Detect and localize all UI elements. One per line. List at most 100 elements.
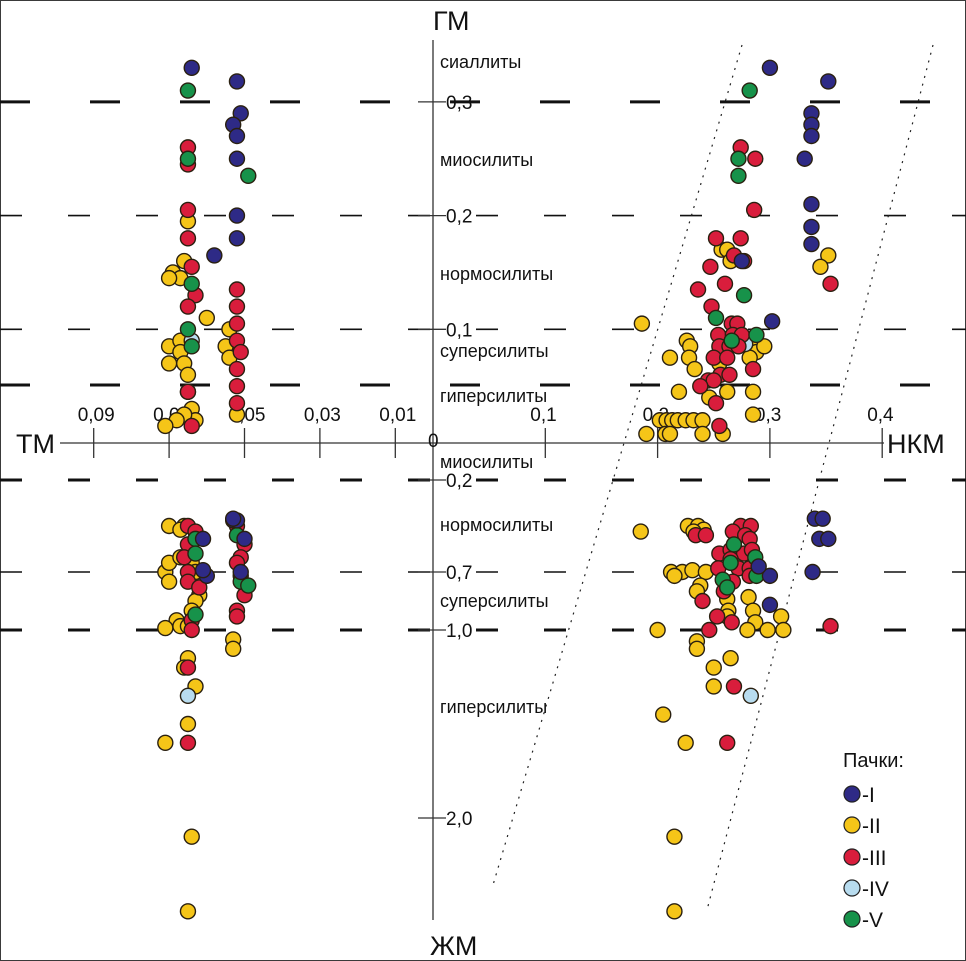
data-point-series-v xyxy=(725,536,743,553)
data-point-series-iii xyxy=(228,395,246,412)
legend-marker-i xyxy=(843,785,861,803)
legend-label-i: -I xyxy=(862,784,875,807)
data-point-series-iii xyxy=(732,230,749,247)
data-point-series-iii xyxy=(228,377,246,395)
data-point-series-v xyxy=(179,82,197,99)
data-point-series-i xyxy=(224,510,242,527)
data-point-series-ii xyxy=(632,523,649,540)
data-point-series-iii xyxy=(702,258,719,275)
zone-labels: сиаллиты миосилиты нормосилиты суперсилиты г… xyxy=(440,52,553,717)
data-point-series-ii xyxy=(705,678,722,695)
data-point-series-i xyxy=(228,73,246,90)
data-point-series-i xyxy=(228,207,246,224)
data-point-series-iii xyxy=(692,377,709,395)
data-point-series-ii xyxy=(198,309,216,327)
data-point-series-ii xyxy=(179,903,197,920)
data-point-series-ii xyxy=(666,903,683,920)
data-point-series-ii xyxy=(670,383,688,401)
y-tick-label-top: 0,1 xyxy=(446,320,472,341)
data-point-series-iii xyxy=(179,659,197,676)
data-point-series-iii xyxy=(747,150,764,167)
data-point-series-iii xyxy=(719,349,736,366)
data-point-series-iii xyxy=(191,579,208,596)
legend-marker-ii xyxy=(843,816,861,834)
data-point-series-ii xyxy=(666,567,683,585)
data-point-series-ii xyxy=(677,734,694,751)
data-point-series-i xyxy=(814,510,831,527)
data-points xyxy=(157,59,839,920)
data-point-series-ii xyxy=(756,338,773,355)
data-point-series-iv xyxy=(742,687,760,704)
data-point-series-ii xyxy=(661,349,679,366)
data-point-series-iii xyxy=(723,614,740,631)
legend-marker-iv xyxy=(843,879,861,897)
data-point-series-i xyxy=(803,127,820,145)
legend-label-iv: -IV xyxy=(862,878,889,901)
data-point-series-i xyxy=(228,127,246,145)
data-point-series-v xyxy=(240,577,257,594)
data-point-series-v xyxy=(183,338,200,355)
legend-marker-v xyxy=(843,910,861,928)
data-point-series-i xyxy=(804,563,821,581)
data-point-series-ii xyxy=(666,828,683,845)
data-point-series-i xyxy=(761,596,779,614)
data-point-series-iii xyxy=(707,395,725,412)
data-point-series-iii xyxy=(822,275,839,293)
data-point-series-iii xyxy=(725,678,743,695)
data-point-series-iii xyxy=(721,366,738,383)
data-point-series-ii xyxy=(739,621,756,639)
data-point-series-v xyxy=(723,332,740,349)
data-point-series-ii xyxy=(722,650,739,667)
data-point-series-ii xyxy=(224,640,242,657)
legend-label-ii: -II xyxy=(862,815,881,838)
y-tick-label-bottom: 0,7 xyxy=(446,563,472,584)
data-point-series-ii xyxy=(633,315,651,332)
data-point-series-v xyxy=(741,82,758,99)
data-point-series-i xyxy=(750,558,767,575)
data-point-series-v xyxy=(179,150,197,167)
data-point-series-ii xyxy=(157,417,174,435)
data-point-series-v xyxy=(719,579,736,596)
data-point-series-i xyxy=(236,530,253,548)
data-point-series-i xyxy=(763,313,781,330)
data-point-series-ii xyxy=(661,425,679,443)
data-point-series-i xyxy=(228,230,246,247)
data-point-series-v xyxy=(735,286,753,304)
x-tick-label-right: 0,4 xyxy=(867,405,894,426)
data-point-series-ii xyxy=(744,406,762,423)
zone-label-top: нормосилиты xyxy=(440,264,553,284)
data-point-series-iii xyxy=(744,360,762,378)
data-point-series-ii xyxy=(719,383,736,401)
y-tick-label-bottom: 0,2 xyxy=(446,471,472,492)
zone-boundaries xyxy=(0,100,966,632)
zone-label-bottom: гиперсилиты xyxy=(440,697,547,717)
data-point-series-ii xyxy=(686,360,703,378)
data-point-series-iii xyxy=(694,592,711,610)
data-point-series-iii xyxy=(183,258,200,275)
data-point-series-ii xyxy=(160,355,178,372)
data-point-series-iii xyxy=(232,343,249,361)
data-point-series-ii xyxy=(160,269,178,287)
zone-label-top: миосилиты xyxy=(440,150,533,170)
data-point-series-v xyxy=(730,150,747,167)
data-point-series-i xyxy=(761,567,779,585)
data-point-series-ii xyxy=(179,366,197,383)
data-point-series-v xyxy=(748,326,765,344)
data-point-series-i xyxy=(796,150,813,167)
data-point-series-v xyxy=(183,275,200,293)
zone-label-top: суперсилиты xyxy=(440,341,549,361)
data-point-series-iii xyxy=(183,417,200,435)
data-point-series-i xyxy=(194,530,212,548)
x-tick-label-left: 0,03 xyxy=(304,405,341,426)
x-tick-label-right: 0,3 xyxy=(755,405,781,426)
data-point-series-i xyxy=(820,530,837,548)
data-point-series-v xyxy=(187,606,204,623)
data-point-series-iii xyxy=(179,734,197,751)
data-point-series-ii xyxy=(684,561,701,579)
data-point-series-iii xyxy=(711,417,728,435)
data-point-series-i xyxy=(733,252,751,270)
data-point-series-v xyxy=(707,309,725,327)
x-tick-label-left: 0,09 xyxy=(78,405,115,426)
data-point-series-ii xyxy=(649,621,666,639)
